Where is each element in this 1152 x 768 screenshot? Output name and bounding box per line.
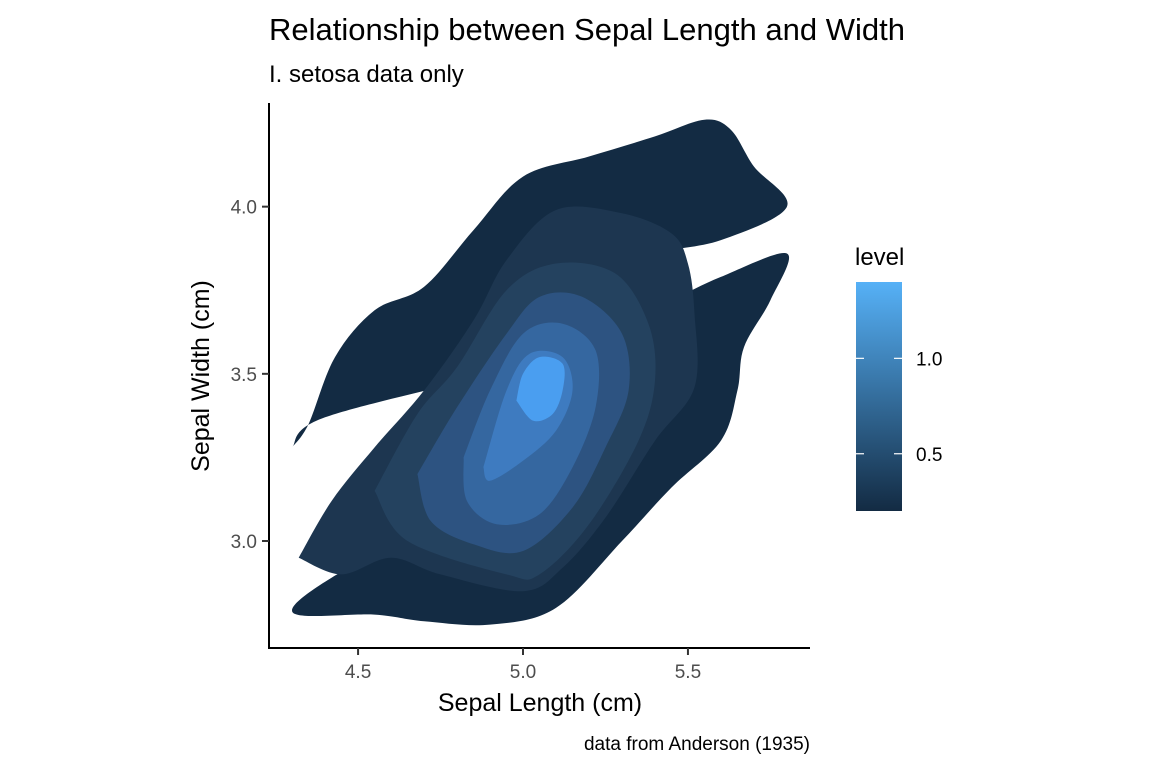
x-axis-ticks: 4.5 5.0 5.5 [345, 648, 701, 683]
density-bands [292, 119, 790, 626]
legend-title: level [855, 244, 904, 271]
x-tick-label: 5.0 [510, 662, 536, 683]
legend-tick-label: 0.5 [916, 445, 942, 466]
density-band-7-region-1 [516, 356, 565, 422]
chart-title: Relationship between Sepal Length and Wi… [269, 12, 905, 47]
chart-subtitle: I. setosa data only [269, 61, 464, 88]
y-axis-ticks: 3.0 3.5 4.0 [231, 198, 269, 553]
legend-ticks: 1.0 0.5 [856, 349, 942, 466]
legend-colorbar [856, 282, 902, 511]
y-axis-title: Sepal Width (cm) [187, 280, 215, 472]
y-tick-label: 3.5 [231, 365, 257, 386]
legend: level 1.0 0.5 [855, 244, 942, 511]
y-tick-label: 4.0 [231, 198, 257, 219]
legend-tick-label: 1.0 [916, 349, 942, 370]
x-axis-title: Sepal Length (cm) [438, 689, 642, 717]
x-tick-label: 5.5 [675, 662, 701, 683]
chart-caption: data from Anderson (1935) [584, 734, 810, 755]
y-tick-label: 3.0 [231, 532, 257, 553]
x-tick-label: 4.5 [345, 662, 371, 683]
